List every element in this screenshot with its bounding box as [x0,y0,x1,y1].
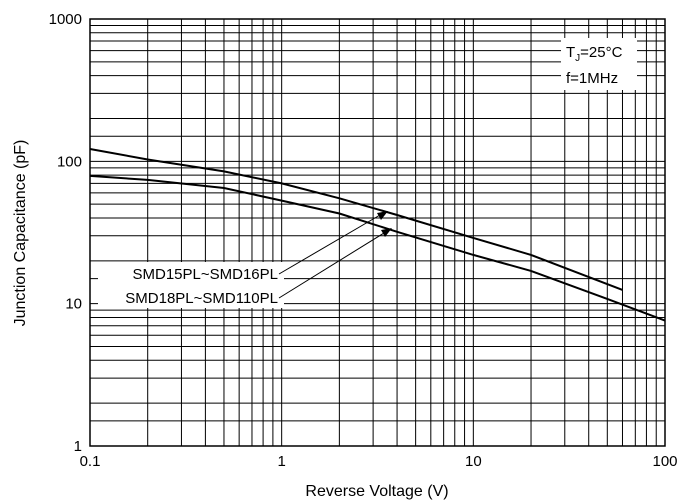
conditions-box: TJ=25°C f=1MHz [561,38,637,90]
y-tick-label: 1000 [49,11,82,28]
y-tick-label: 100 [57,153,82,170]
x-tick-label: 100 [652,453,677,470]
series-label-smd15pl: SMD15PL~SMD16PL [133,266,279,283]
x-tick-label: 10 [465,453,482,470]
y-axis-title: Junction Capacitance (pF) [12,140,29,327]
series-label-smd18pl: SMD18PL~SMD110PL [125,290,278,307]
arrowhead-smd15pl [377,211,388,220]
x-tick-label: 0.1 [80,453,101,470]
frequency-condition: f=1MHz [566,70,618,87]
x-axis-title: Reverse Voltage (V) [305,483,448,500]
y-tick-label: 10 [65,296,82,313]
y-tick-label: 1 [74,438,82,455]
x-tick-label: 1 [277,453,285,470]
series-labels: SMD15PL~SMD16PL SMD18PL~SMD110PL [98,211,392,308]
leader-line-smd18pl [279,233,384,298]
